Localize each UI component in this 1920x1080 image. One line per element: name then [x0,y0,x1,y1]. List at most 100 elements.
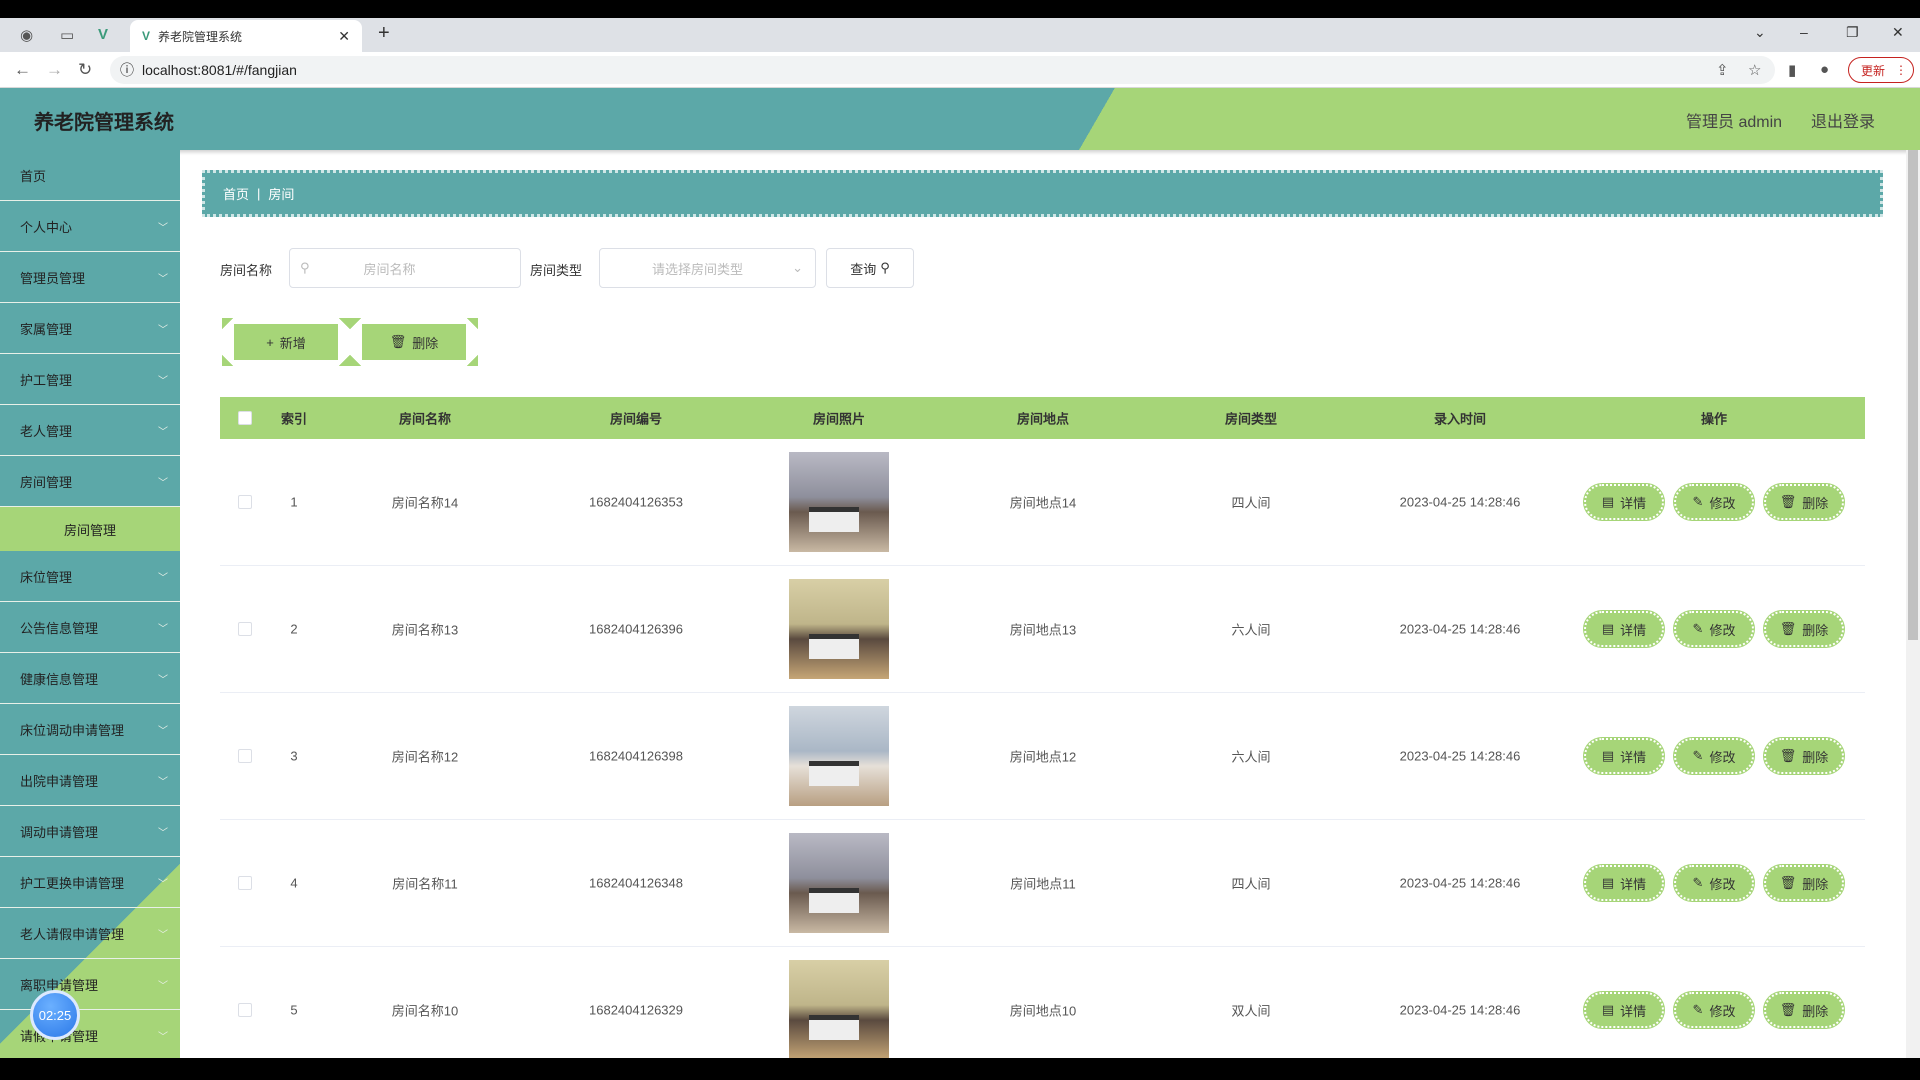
row-checkbox[interactable] [238,876,252,890]
room-photo[interactable] [789,706,889,806]
chevron-down-icon: ﹀ [158,222,168,234]
logout-link[interactable]: 退出登录 [1811,114,1876,131]
globe-icon[interactable]: ◉ [20,27,34,44]
share-icon[interactable]: ⇪ [1716,62,1729,79]
sidebar-item[interactable]: 个人中心 ﹀ [0,201,180,252]
edit-button[interactable]: ✎ 修改 [1674,611,1754,647]
address-bar-row: ← → ↻ ⓘ localhost:8081/#/fangjian ⇪ ☆ ▮ … [0,52,1920,88]
query-label: 查询 [850,261,877,277]
sidebar-item[interactable]: 调动申请管理 ﹀ [0,806,180,857]
sidebar-item[interactable]: 首页 [0,150,180,201]
table-row: 3 房间名称12 1682404126398 房间地点12 六人间 2023-04-25 … [220,693,1865,820]
cell-index: 5 [290,1002,298,1018]
row-checkbox[interactable] [238,1003,252,1017]
chevron-down-icon[interactable]: ⌄ [1754,24,1766,40]
room-photo[interactable] [789,579,889,679]
room-photo[interactable] [789,960,889,1060]
detail-label: 详情 [1620,1003,1647,1019]
sidebar-item[interactable]: 公告信息管理 ﹀ [0,602,180,653]
chevron-down-icon: ﹀ [158,929,168,941]
room-type-select[interactable]: 请选择房间类型 ⌄ [599,248,816,288]
delete-button[interactable]: 🗑 删除 [1764,484,1844,520]
row-checkbox[interactable] [238,495,252,509]
column-header: 录入时间 [1433,411,1487,427]
sidebar-item[interactable]: 离职申请管理 ﹀ [0,959,180,1010]
edit-button[interactable]: ✎ 修改 [1674,484,1754,520]
chevron-down-icon: ﹀ [158,878,168,890]
detail-button[interactable]: ▤ 详情 [1584,738,1664,774]
close-window-button[interactable]: ✕ [1892,24,1904,40]
breadcrumb-home[interactable]: 首页 [223,187,250,202]
sidebar-item[interactable]: 床位管理 ﹀ [0,551,180,602]
batch-delete-button[interactable]: 🗑 删除 [350,318,478,366]
sidebar-item[interactable]: 家属管理 ﹀ [0,303,180,354]
room-photo[interactable] [789,452,889,552]
sidebar-item-label: 离职申请管理 [20,977,99,993]
room-photo[interactable] [789,833,889,933]
scrollbar-thumb[interactable] [1908,150,1918,640]
cell-code: 1682404126353 [589,494,683,510]
delete-button[interactable]: 🗑 删除 [1764,865,1844,901]
select-all-checkbox[interactable] [238,411,252,425]
sidepanel-icon[interactable]: ▮ [1788,62,1797,79]
edit-button[interactable]: ✎ 修改 [1674,992,1754,1028]
delete-button[interactable]: 🗑 删除 [1764,738,1844,774]
vue-icon[interactable]: V [98,26,109,43]
sidebar-item[interactable]: 房间管理 ﹀ [0,456,180,507]
info-icon[interactable]: ⓘ [120,62,134,78]
url-input[interactable]: ⓘ localhost:8081/#/fangjian [110,56,1775,84]
update-button[interactable]: 更新 ⋮ [1848,57,1914,83]
sidebar-item-label: 个人中心 [20,219,73,235]
table-row: 2 房间名称13 1682404126396 房间地点13 六人间 2023-04-25 … [220,566,1865,693]
row-actions: ▤ 详情 ✎ 修改 🗑 删除 [1584,738,1844,774]
sidebar-item[interactable]: 床位调动申请管理 ﹀ [0,704,180,755]
sidebar-item[interactable]: 请假申请管理﹀ [0,1010,180,1060]
star-icon[interactable]: ☆ [1748,62,1762,79]
reload-icon[interactable]: ↻ [78,60,93,79]
new-tab-button[interactable]: + [378,22,390,44]
document-icon: ▤ [1601,748,1615,763]
row-checkbox[interactable] [238,749,252,763]
detail-button[interactable]: ▤ 详情 [1584,865,1664,901]
update-label: 更新 [1861,63,1886,78]
sidebar-subitem[interactable]: 房间管理 [0,507,180,551]
detail-button[interactable]: ▤ 详情 [1584,611,1664,647]
chevron-down-icon: ﹀ [158,375,168,387]
sidebar-item-label: 房间管理 [20,474,73,490]
room-name-input[interactable]: ⚲ 房间名称 [289,248,521,288]
sidebar-item[interactable]: 管理员管理 ﹀ [0,252,180,303]
page-icon[interactable]: ▭ [60,27,75,44]
sidebar-item-label: 老人请假申请管理 [20,926,125,942]
forward-icon[interactable]: → [46,60,63,79]
sidebar-item[interactable]: 护工更换申请管理 ﹀ [0,857,180,908]
chevron-down-icon: ﹀ [158,572,168,584]
row-actions: ▤ 详情 ✎ 修改 🗑 删除 [1584,865,1844,901]
sidebar-item[interactable]: 出院申请管理 ﹀ [0,755,180,806]
cell-index: 2 [290,621,298,637]
edit-button[interactable]: ✎ 修改 [1674,865,1754,901]
delete-button[interactable]: 🗑 删除 [1764,611,1844,647]
add-button[interactable]: + 新增 [222,318,350,366]
row-checkbox[interactable] [238,622,252,636]
sidebar-item[interactable]: 老人请假申请管理 ﹀ [0,908,180,959]
close-icon[interactable]: ✕ [338,27,350,44]
scrollbar[interactable] [1906,150,1920,1058]
restore-button[interactable]: ❐ [1846,24,1859,40]
chevron-down-icon: ﹀ [158,980,168,992]
back-icon[interactable]: ← [14,60,31,79]
edit-button[interactable]: ✎ 修改 [1674,738,1754,774]
cell-type: 四人间 [1231,876,1271,892]
browser-tab[interactable]: V 养老院管理系统 ✕ [130,20,362,52]
minimize-button[interactable]: – [1800,24,1808,40]
detail-button[interactable]: ▤ 详情 [1584,992,1664,1028]
sidebar-item-label: 老人管理 [20,423,73,439]
delete-button[interactable]: 🗑 删除 [1764,992,1844,1028]
query-button[interactable]: 查询 ⚲ [826,248,914,288]
profile-icon[interactable]: ● [1820,61,1830,78]
detail-button[interactable]: ▤ 详情 [1584,484,1664,520]
sidebar-item[interactable]: 健康信息管理 ﹀ [0,653,180,704]
sidebar-item[interactable]: 老人管理 ﹀ [0,405,180,456]
table-row: 4 房间名称11 1682404126348 房间地点11 四人间 2023-04-25 … [220,820,1865,947]
sidebar-item[interactable]: 护工管理 ﹀ [0,354,180,405]
timer-badge[interactable]: 02:25 [30,990,80,1040]
